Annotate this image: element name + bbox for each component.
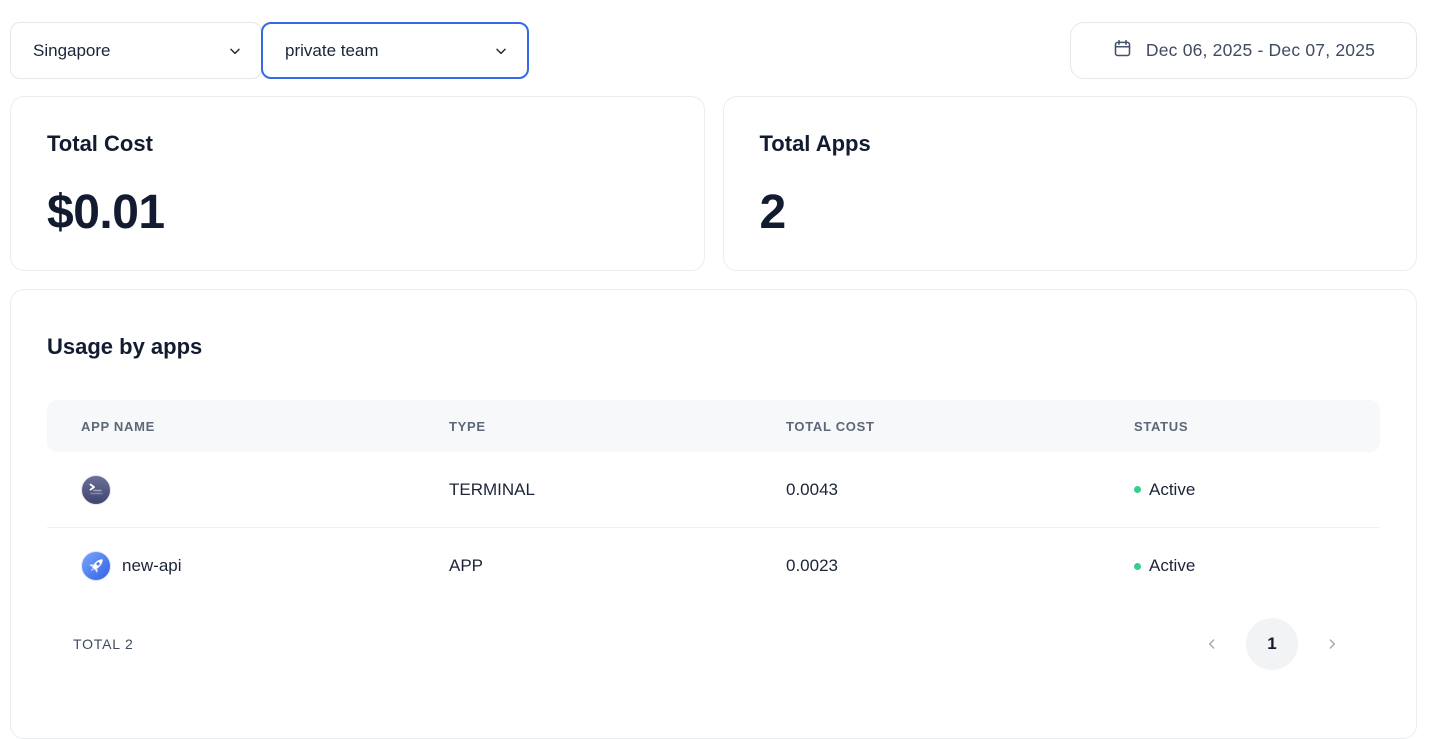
terminal-icon [81, 474, 111, 505]
app-name-cell [81, 474, 449, 505]
col-header-total-cost: TOTAL COST [786, 418, 875, 434]
calendar-icon [1112, 38, 1133, 64]
col-header-status: STATUS [1134, 418, 1189, 434]
table-footer: TOTAL 2 1 [47, 604, 1380, 684]
table-header: APP NAME TYPE TOTAL COST STATUS [47, 400, 1380, 452]
total-cost-cell: 0.0023 [786, 556, 838, 575]
status-cell: Active [1134, 480, 1380, 500]
usage-by-apps-card: Usage by apps APP NAME TYPE TOTAL COST S… [10, 289, 1417, 739]
col-header-type: TYPE [449, 418, 486, 434]
type-cell: APP [449, 556, 484, 575]
chevron-down-icon [227, 43, 243, 59]
date-range-button[interactable]: Dec 06, 2025 - Dec 07, 2025 [1070, 22, 1417, 79]
total-apps-card: Total Apps 2 [722, 96, 1417, 271]
status-cell: Active [1134, 556, 1380, 576]
chevron-down-icon [493, 43, 509, 59]
status-badge: Active [1149, 479, 1196, 499]
total-cost-card: Total Cost $0.01 [10, 96, 705, 271]
total-cost-cell: 0.0043 [786, 479, 838, 499]
app-name-label: new-api [122, 556, 182, 575]
team-select-value: private team [285, 40, 379, 60]
page-number-button[interactable]: 1 [1246, 618, 1298, 670]
total-apps-label: Total Apps [759, 131, 871, 156]
status-badge: Active [1149, 556, 1196, 575]
status-dot [1134, 562, 1141, 570]
pagination: 1 [1204, 618, 1340, 670]
table-row[interactable]: TERMINAL 0.0043 Active [47, 452, 1380, 528]
chevron-left-icon[interactable] [1204, 636, 1220, 652]
total-count-label: TOTAL 2 [73, 636, 134, 652]
stats-row: Total Cost $0.01 Total Apps 2 [10, 96, 1417, 271]
region-select[interactable]: Singapore [10, 22, 262, 79]
filter-bar: Singapore private team Dec 06, 2025 - De… [10, 22, 1417, 79]
total-cost-label: Total Cost [47, 131, 153, 156]
status-dot [1134, 486, 1141, 493]
type-cell: TERMINAL [449, 479, 535, 499]
usage-card-title: Usage by apps [47, 334, 203, 359]
rocket-icon [81, 551, 111, 581]
region-select-value: Singapore [33, 40, 111, 60]
team-select[interactable]: private team [261, 22, 529, 79]
total-apps-value: 2 [759, 186, 787, 239]
table-row[interactable]: new-api APP 0.0023 Active [47, 528, 1380, 604]
col-header-app-name: APP NAME [81, 418, 155, 434]
chevron-right-icon[interactable] [1324, 636, 1340, 652]
date-range-label: Dec 06, 2025 - Dec 07, 2025 [1145, 40, 1376, 60]
total-cost-value: $0.01 [47, 186, 165, 239]
app-name-cell: new-api [81, 551, 449, 581]
